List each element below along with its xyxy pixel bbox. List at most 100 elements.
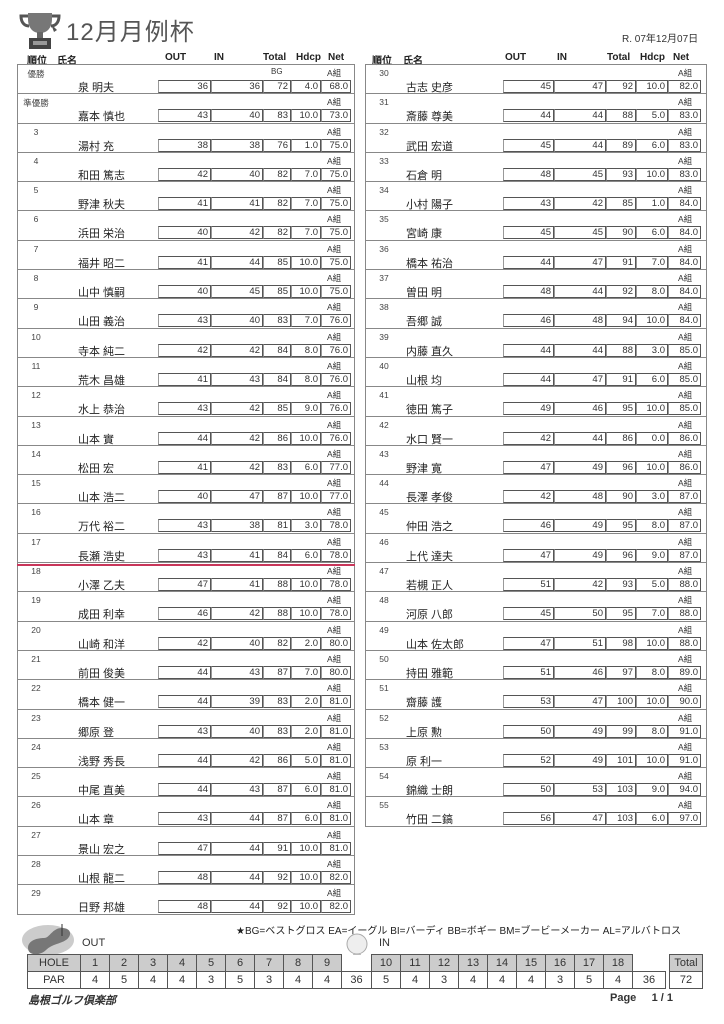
score-out: 42 [158, 343, 211, 357]
player-name: 橋本 健一 [78, 697, 126, 710]
page-number: 1 / 1 [651, 992, 673, 1004]
group-label: A組 [678, 155, 693, 166]
score-in: 48 [554, 314, 606, 328]
score-net: 86.0 [668, 431, 701, 445]
score-net: 94.0 [668, 783, 701, 797]
score-in: 44 [211, 841, 263, 855]
score-out: 44 [158, 695, 211, 709]
score-total: 86 [263, 753, 291, 767]
score-out: 45 [503, 226, 554, 240]
player-name: 齋藤 護 [406, 697, 443, 710]
result-row: 20 山崎 和洋 A組 42 40 82 2.0 80.0 [18, 622, 354, 651]
score-total: 88 [606, 343, 636, 357]
score-hdcp: 2.0 [291, 724, 321, 738]
score-out: 48 [503, 285, 554, 299]
rank: 6 [33, 214, 39, 225]
score-out: 40 [158, 490, 211, 504]
score-out: 41 [158, 460, 211, 474]
score-out: 40 [158, 226, 211, 240]
score-net: 84.0 [668, 314, 701, 328]
hole-par: 4 [603, 971, 633, 989]
score-net: 81.0 [321, 841, 351, 855]
player-name: 内藤 直久 [406, 345, 454, 358]
score-hdcp: 6.0 [291, 783, 321, 797]
group-label: A組 [327, 126, 342, 137]
result-row: 6 浜田 栄治 A組 40 42 82 7.0 75.0 [18, 211, 354, 241]
player-name: 和田 篤志 [78, 169, 126, 182]
column-header-total: Total [607, 52, 631, 63]
player-name: 嘉本 慎也 [78, 111, 126, 124]
player-name: 日野 邦雄 [78, 902, 126, 915]
score-total: 72 [263, 80, 291, 93]
score-out: 46 [503, 519, 554, 533]
score-in: 39 [211, 695, 263, 709]
group-label: A組 [327, 155, 342, 166]
player-name: 水上 恭治 [78, 404, 126, 417]
score-out: 44 [158, 753, 211, 767]
group-label: A組 [678, 683, 693, 694]
score-total: 76 [263, 138, 291, 152]
rank: 44 [379, 478, 389, 489]
score-out: 42 [158, 636, 211, 650]
group-label: A組 [327, 624, 342, 635]
par-label: PAR [27, 971, 81, 989]
score-total: 82 [263, 167, 291, 181]
rank: 38 [379, 302, 389, 313]
group-label: A組 [327, 331, 342, 342]
score-net: 82.0 [321, 871, 351, 885]
column-header-hdcp: Hdcp [296, 52, 321, 63]
player-name: 斎藤 尊美 [406, 111, 454, 124]
score-hdcp: 10.0 [291, 578, 321, 592]
player-name: 原 利一 [406, 755, 443, 768]
player-name: 泉 明夫 [78, 82, 115, 94]
score-total: 91 [606, 372, 636, 386]
score-total: 84 [263, 548, 291, 562]
column-header-out: OUT [505, 52, 527, 63]
score-in: 42 [211, 431, 263, 445]
group-label: A組 [678, 771, 693, 782]
score-in: 44 [554, 343, 606, 357]
score-hdcp: 8.0 [291, 372, 321, 386]
rank: 53 [379, 741, 389, 752]
player-name: 水口 賢一 [406, 433, 454, 446]
rank: 29 [31, 888, 41, 899]
score-out: 38 [158, 138, 211, 152]
score-total: 97 [606, 665, 636, 679]
rank: 24 [31, 741, 41, 752]
group-label: A組 [327, 185, 342, 196]
out-label: OUT [82, 937, 106, 949]
rank: 16 [31, 507, 41, 518]
player-name: 石倉 明 [406, 169, 443, 182]
score-out: 43 [158, 314, 211, 328]
in-par: 36 [632, 971, 666, 989]
group-label: A組 [327, 712, 342, 723]
score-out: 44 [158, 431, 211, 445]
result-row: 31 斎藤 尊美 A組 44 44 88 5.0 83.0 [366, 94, 706, 124]
score-hdcp: 1.0 [636, 197, 668, 211]
result-row: 50 持田 雅範 A組 51 46 97 8.0 89.0 [366, 651, 706, 681]
hole-par: 4 [400, 971, 430, 989]
score-net: 85.0 [668, 402, 701, 416]
hole-par: 4 [458, 971, 488, 989]
hole-par: 4 [138, 971, 168, 989]
score-hdcp: 6.0 [291, 460, 321, 474]
result-row: 8 山中 慎嗣 A組 40 45 85 10.0 75.0 [18, 270, 354, 300]
score-in: 47 [554, 695, 606, 709]
score-total: 85 [263, 255, 291, 269]
rank: 8 [33, 273, 39, 284]
score-total: 86 [606, 431, 636, 445]
club-name: 島根ゴルフ倶楽部 [28, 995, 116, 1007]
rank: 19 [31, 595, 41, 606]
score-net: 81.0 [321, 783, 351, 797]
rank: 40 [379, 360, 389, 371]
rank: 18 [31, 566, 41, 577]
hole-number: 13 [458, 954, 488, 972]
rank: 28 [31, 859, 41, 870]
group-label: A組 [678, 595, 693, 606]
rank: 17 [31, 536, 41, 547]
player-name: 上原 勲 [406, 726, 443, 739]
score-hdcp: 2.0 [291, 636, 321, 650]
rank: 22 [31, 683, 41, 694]
result-row: 46 上代 達夫 A組 47 49 96 9.0 87.0 [366, 534, 706, 564]
player-name: 郷原 登 [78, 726, 115, 739]
